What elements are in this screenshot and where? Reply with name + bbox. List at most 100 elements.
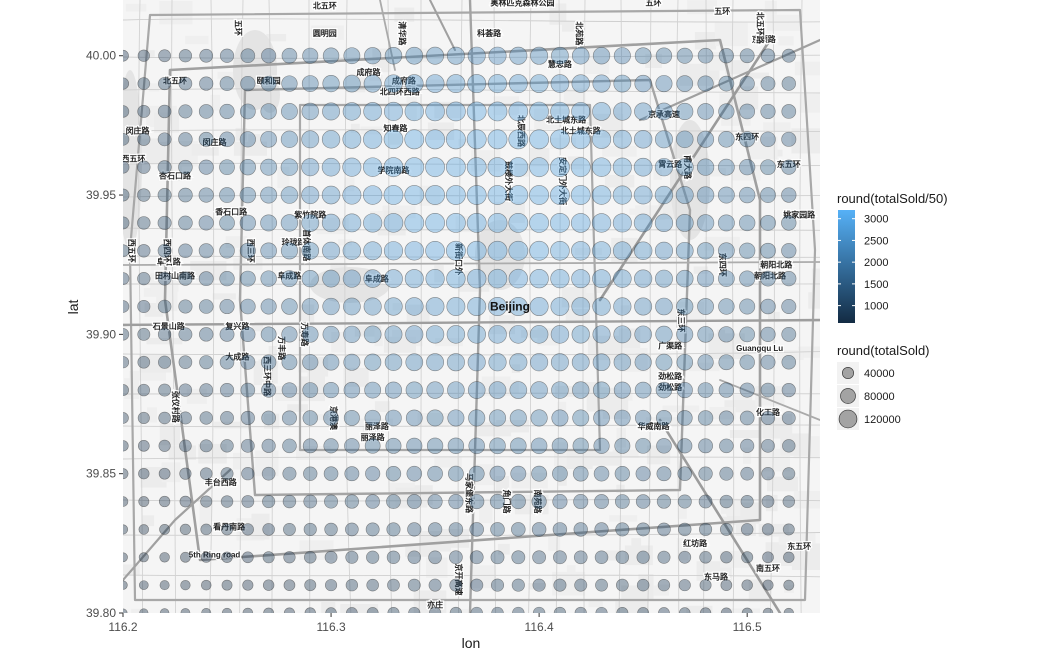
map-block <box>615 601 649 613</box>
data-point <box>304 551 317 564</box>
data-point <box>467 297 487 316</box>
size-legend-entries: 40000 80000 120000 <box>837 362 901 430</box>
data-point <box>781 326 797 342</box>
data-point <box>488 74 507 94</box>
data-point <box>574 578 588 592</box>
data-point <box>760 382 776 398</box>
data-point <box>137 77 151 90</box>
data-point <box>532 578 546 592</box>
data-point <box>655 269 673 288</box>
data-point <box>200 523 212 536</box>
x-axis: 116.2 116.3 116.4 116.5 <box>108 613 762 634</box>
data-point <box>592 353 611 372</box>
data-point <box>321 213 341 233</box>
data-point <box>262 579 275 591</box>
data-point <box>697 326 714 343</box>
x-tick-label: 116.3 <box>316 620 345 634</box>
data-point <box>138 552 149 563</box>
data-point <box>508 213 529 233</box>
data-point <box>592 269 611 289</box>
data-point <box>363 325 382 344</box>
data-point <box>178 327 193 342</box>
svg-text:京承高速: 京承高速 <box>648 109 680 119</box>
svg-text:北土城东路: 北土城东路 <box>546 115 587 125</box>
svg-text:丰台西路: 丰台西路 <box>205 477 238 487</box>
data-point <box>466 213 487 233</box>
data-point <box>634 297 653 316</box>
data-point <box>448 522 464 537</box>
map-block <box>588 601 603 608</box>
data-point <box>490 578 505 592</box>
data-point <box>612 213 632 233</box>
svg-text:红坊路: 红坊路 <box>683 538 708 548</box>
data-point <box>658 607 670 613</box>
data-point <box>697 130 715 148</box>
data-point <box>782 523 795 536</box>
map-road <box>123 574 820 578</box>
data-point <box>718 103 735 120</box>
data-point <box>612 129 632 149</box>
data-point <box>364 353 382 371</box>
data-point <box>491 606 504 613</box>
map-road <box>128 8 817 602</box>
map-block <box>139 354 172 373</box>
data-point <box>511 522 526 537</box>
data-point <box>449 550 463 565</box>
data-point <box>698 466 713 481</box>
data-point <box>591 185 612 205</box>
data-point <box>260 354 277 370</box>
data-point <box>178 76 193 91</box>
map-block <box>529 147 550 167</box>
data-point <box>615 550 630 564</box>
data-point <box>468 409 486 427</box>
map-block <box>299 304 315 326</box>
color-legend-tick-label: 2500 <box>864 235 888 247</box>
map-block <box>575 247 602 256</box>
map-road <box>238 78 692 497</box>
data-point <box>781 131 797 147</box>
data-point <box>260 242 277 260</box>
data-point <box>157 243 172 258</box>
data-point <box>283 607 295 613</box>
svg-text:阜成路: 阜成路 <box>365 273 390 283</box>
data-point <box>741 551 754 564</box>
data-point <box>612 241 632 261</box>
data-point <box>634 381 652 399</box>
svg-text:北五环路: 北五环路 <box>756 12 766 45</box>
data-point <box>342 269 361 288</box>
data-point <box>342 213 362 233</box>
map-block <box>776 350 804 360</box>
data-point <box>301 186 320 205</box>
data-point <box>363 129 383 149</box>
data-point <box>592 102 611 121</box>
data-point <box>385 409 402 427</box>
svg-text:安定门外大街: 安定门外大街 <box>558 157 568 205</box>
svg-text:朝阳北路: 朝阳北路 <box>760 259 793 269</box>
map-road <box>123 318 820 327</box>
data-point <box>739 131 756 148</box>
data-point <box>322 353 340 371</box>
map-block <box>743 447 752 464</box>
svg-text:马家堡东路: 马家堡东路 <box>464 473 474 514</box>
svg-text:慧忠路: 慧忠路 <box>548 59 573 69</box>
data-point <box>123 328 130 341</box>
map-block <box>748 579 771 603</box>
data-point <box>656 438 672 454</box>
map-block <box>645 417 680 427</box>
data-point <box>324 522 338 537</box>
data-point <box>383 101 403 121</box>
data-point <box>280 186 299 204</box>
map-block <box>662 405 700 413</box>
data-point <box>654 213 674 233</box>
data-point <box>762 551 774 564</box>
